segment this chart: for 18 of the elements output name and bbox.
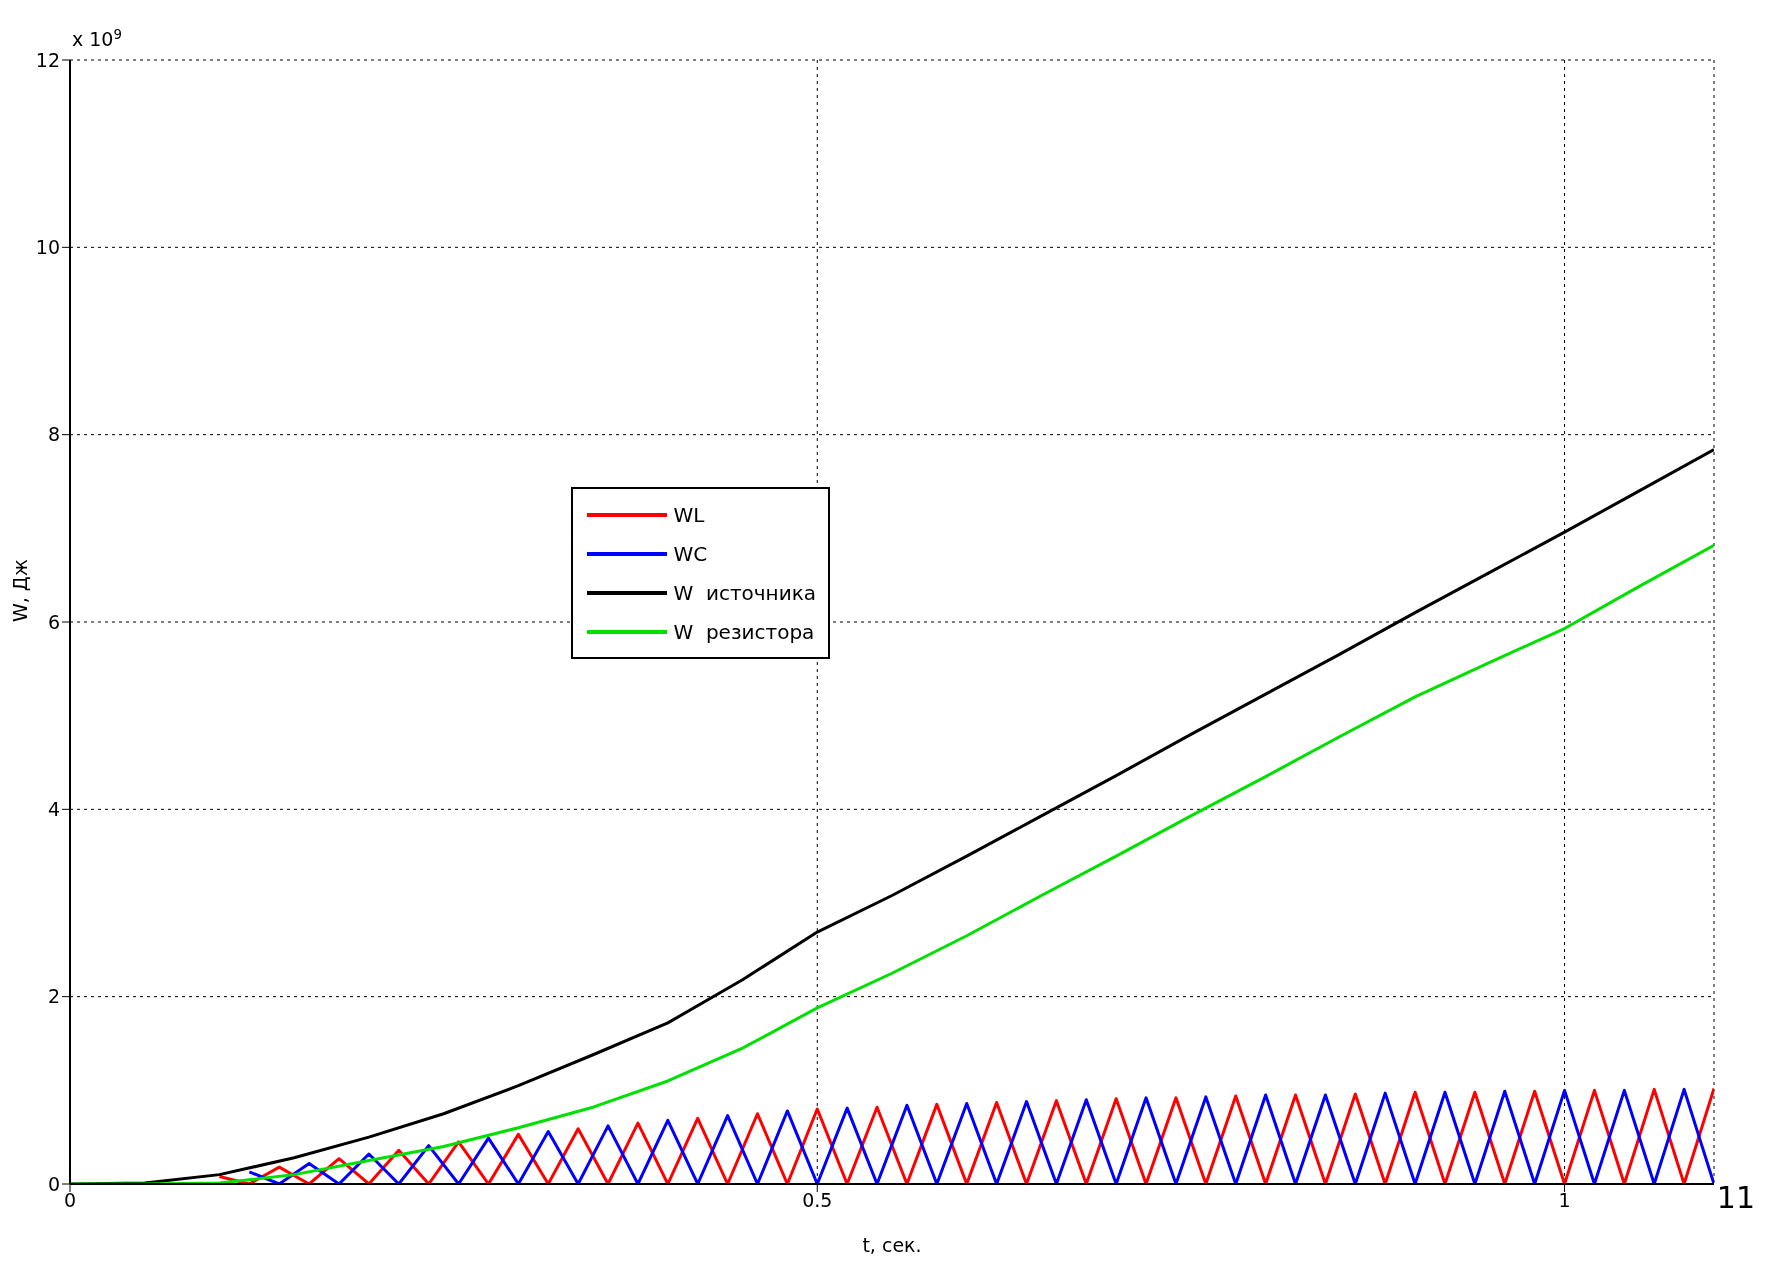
- text: 11: [1716, 1180, 1755, 1215]
- y-tick-label: 0: [47, 1172, 60, 1195]
- y-tick-label: 10: [35, 236, 60, 259]
- legend-label: W источника: [673, 580, 817, 605]
- y-tick-label: 2: [47, 985, 60, 1008]
- y-tick-label: 6: [47, 610, 60, 633]
- x-tick-label: 1: [1558, 1189, 1571, 1212]
- x-axis-title: t, сек.: [862, 1234, 922, 1256]
- legend-label: W резистора: [673, 619, 815, 644]
- legend-label: WC: [673, 541, 708, 566]
- y-tick-label: 8: [47, 423, 60, 446]
- y-tick-label: 4: [47, 798, 60, 821]
- x-tick-label: 0.5: [802, 1189, 833, 1212]
- x-tick-label: 0: [63, 1189, 77, 1212]
- text: x 10$^{9}$: [72, 26, 122, 50]
- y-axis-title: W, Дж: [8, 559, 31, 622]
- y-tick-label: 12: [35, 48, 60, 71]
- legend-label: WL: [673, 502, 705, 527]
